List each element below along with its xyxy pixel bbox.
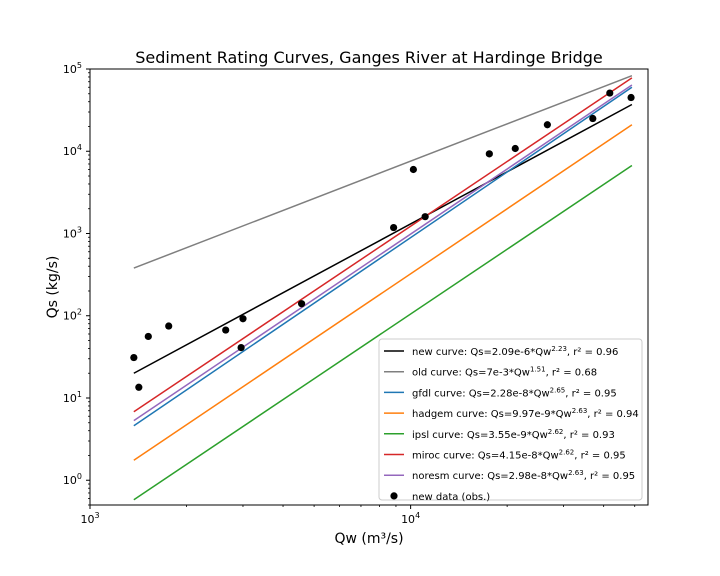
y-tick-label-1-exponent: 1 [77,390,82,399]
legend-label-0: new curve: Qs=2.09e-6*Qw2.23, r² = 0.96 [412,345,618,358]
x-tick-label-0: 103 [80,511,99,526]
legend-label-2: gfdl curve: Qs=2.28e-8*Qw2.65, r² = 0.95 [412,386,617,399]
legend-label-observations: new data (obs.) [412,492,490,503]
series-line-5 [133,77,633,413]
y-tick-label-0-base: 10 [63,474,77,487]
legend-label-formula: gfdl curve: Qs=2.28e-8*Qw [412,388,550,399]
series-line-0 [133,103,633,374]
observation-point-3 [165,322,173,330]
y-tick-label-4: 104 [63,143,82,158]
observation-point-8 [390,223,398,232]
observation-point-2 [144,332,152,341]
legend-label-formula: hadgem curve: Qs=9.97e-9*Qw [412,409,572,420]
y-tick-label-3-exponent: 3 [77,225,82,234]
observation-point-0 [130,353,138,362]
y-tick-label-0-exponent: 0 [77,472,82,481]
legend-label-6: noresm curve: Qs=2.98e-8*Qw2.63, r² = 0.… [412,469,635,482]
legend-label-r2: , r² = 0.95 [565,388,616,399]
series-line-3 [133,124,633,461]
x-tick-label-0-base: 10 [80,513,94,526]
observation-point-12 [511,144,519,153]
series-line-2 [133,86,633,427]
y-tick-label-1-base: 10 [63,392,77,405]
y-tick-label-2-base: 10 [63,310,77,323]
legend-label-formula: new curve: Qs=2.09e-6*Qw [412,347,551,358]
legend-label-formula: noresm curve: Qs=2.98e-8*Qw [412,471,568,482]
legend-label-4: ipsl curve: Qs=3.55e-9*Qw2.62, r² = 0.93 [412,428,615,441]
series-line-1 [133,74,633,269]
legend-label-r2: , r² = 0.95 [574,451,625,462]
y-tick-label-5-exponent: 5 [77,61,82,70]
legend-label-3: hadgem curve: Qs=9.97e-9*Qw2.63, r² = 0.… [412,407,639,420]
legend-box [378,338,643,501]
x-tick-label-0-exponent: 3 [94,511,99,520]
legend-label-exponent: 2.62 [548,428,564,436]
observation-point-15 [606,89,614,97]
x-axis-label: Qw (m³/s) [334,531,403,547]
legend-label-exponent: 2.63 [572,407,588,415]
plot-frame [89,68,649,506]
legend-label-formula: miroc curve: Qs=4.15e-8*Qw [412,451,559,462]
chart-title: Sediment Rating Curves, Ganges River at … [135,48,603,67]
legend-label-exponent: 2.23 [551,345,567,353]
observation-point-7 [297,300,306,308]
x-tick-label-1-exponent: 4 [415,511,420,520]
legend-swatch-observations [390,492,398,500]
plot-area [130,74,635,501]
series-line-6 [133,84,633,422]
legend-label-r2: , r² = 0.96 [567,347,618,358]
series-line-4 [133,164,633,501]
y-tick-label-0: 100 [63,472,82,487]
observation-point-4 [222,326,230,334]
y-tick-label-1: 101 [63,390,82,405]
x-tick-label-1-base: 10 [401,513,415,526]
legend-label-exponent: 2.63 [568,469,584,477]
legend-label-r2: , r² = 0.95 [584,471,635,482]
y-tick-label-5: 105 [63,61,82,76]
observation-point-13 [543,121,551,129]
legend-label-1: old curve: Qs=7e-3*Qw1.51, r² = 0.68 [412,366,597,379]
x-tick-label-1: 104 [401,511,420,526]
legend-label-r2: , r² = 0.94 [587,409,638,420]
y-tick-label-4-base: 10 [63,145,77,158]
y-tick-label-4-exponent: 4 [77,143,82,152]
legend-label-formula: ipsl curve: Qs=3.55e-9*Qw [412,430,548,441]
legend-label-formula: old curve: Qs=7e-3*Qw [412,368,530,379]
legend-label-r2: , r² = 0.68 [546,368,597,379]
y-tick-label-3-base: 10 [63,227,77,240]
legend-label-exponent: 1.51 [530,366,546,374]
observation-point-16 [627,93,635,102]
legend-label-r2: , r² = 0.93 [563,430,614,441]
y-tick-label-5-base: 10 [63,63,77,76]
legend-label-5: miroc curve: Qs=4.15e-8*Qw2.62, r² = 0.9… [412,449,626,462]
observation-point-14 [589,114,597,123]
observation-point-5 [237,343,245,352]
legend: new curve: Qs=2.09e-6*Qw2.23, r² = 0.96 o… [378,338,643,503]
y-tick-label-3: 103 [63,225,82,240]
y-axis-label: Qs (kg/s) [45,256,61,319]
y-tick-label-2: 102 [63,308,82,323]
legend-label-exponent: 2.62 [559,449,575,457]
observation-point-10 [421,213,429,221]
observation-point-6 [239,315,247,323]
observation-point-1 [135,383,143,391]
legend-label-exponent: 2.65 [550,386,566,394]
observation-point-9 [409,165,417,174]
observation-point-11 [485,150,493,158]
y-tick-label-2-exponent: 2 [77,308,82,317]
